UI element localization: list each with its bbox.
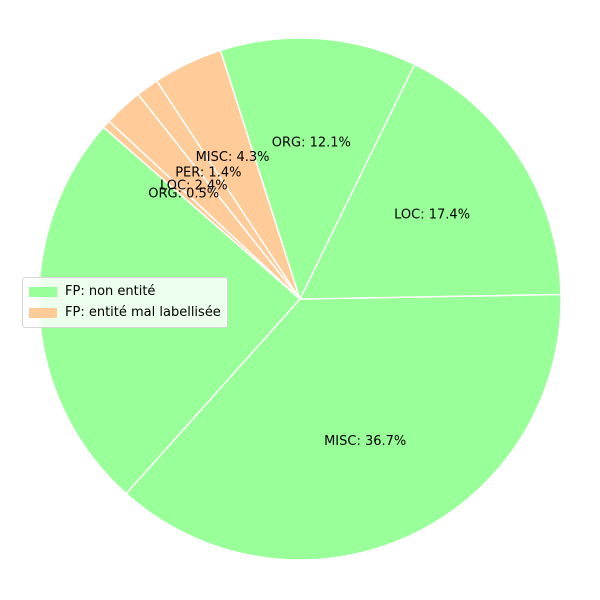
pie-slice-7 [298, 63, 562, 300]
slice-label-0: MISC: 36.7% [324, 434, 406, 449]
slice-label-6: ORG: 12.1% [272, 135, 351, 150]
legend-label-non-entite: FP: non entité [65, 284, 156, 299]
slice-label-4: PER: 1.4% [175, 166, 241, 181]
chart-legend: FP: non entité FP: entité mal labellisée [22, 277, 228, 328]
slice-label-2: ORG: 0.5% [148, 187, 219, 202]
legend-item-non-entite: FP: non entité [29, 281, 221, 302]
legend-label-entite-mal-labellisee: FP: entité mal labellisée [65, 305, 221, 320]
legend-swatch-entite-mal-labellisee [29, 307, 57, 318]
slice-label-7: LOC: 17.4% [394, 207, 470, 222]
legend-item-entite-mal-labellisee: FP: entité mal labellisée [29, 302, 221, 323]
slice-label-5: MISC: 4.3% [196, 150, 270, 165]
slice-labels: MISC: 36.7% ORG: 0.5%LOC: 2.4%PER: 1.4%MI… [148, 135, 470, 449]
slice-label-3: LOC: 2.4% [160, 178, 228, 193]
pie-slice-6 [219, 37, 416, 302]
pie-slice-0 [125, 293, 562, 561]
legend-swatch-non-entite [29, 286, 57, 297]
